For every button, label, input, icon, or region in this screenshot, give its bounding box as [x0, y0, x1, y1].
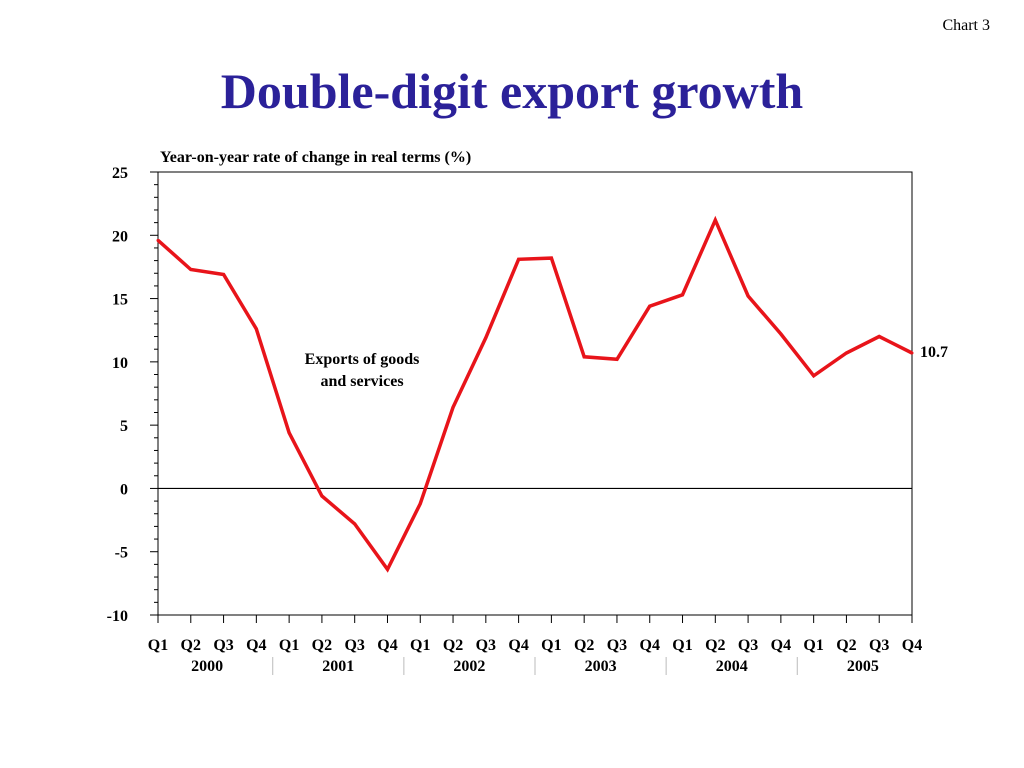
y-tick-label: 25 [112, 165, 128, 182]
x-tick-label: Q1 [279, 637, 299, 654]
x-tick-label: Q4 [902, 637, 922, 654]
x-tick-label: Q4 [640, 637, 660, 654]
x-tick-label: Q1 [148, 637, 168, 654]
series-annotation-line-1: Exports of goods [305, 351, 420, 368]
data-point [713, 218, 717, 222]
data-point [189, 267, 193, 271]
data-point [222, 273, 226, 277]
x-tick-label: Q3 [476, 637, 496, 654]
x-tick-label: Q2 [574, 637, 594, 654]
y-tick-label: 5 [120, 418, 128, 435]
data-point [910, 351, 914, 355]
data-point [615, 357, 619, 361]
year-label: 2004 [716, 658, 748, 675]
data-point [451, 405, 455, 409]
data-point [418, 502, 422, 506]
data-point [353, 522, 357, 526]
x-tick-label: Q3 [344, 637, 364, 654]
x-tick-label: Q1 [672, 637, 692, 654]
end-value-label: 10.7 [920, 344, 948, 361]
series-annotation-line-2: and services [320, 373, 403, 390]
data-point [484, 336, 488, 340]
x-tick-label: Q2 [705, 637, 725, 654]
x-tick-label: Q4 [771, 637, 791, 654]
data-point [844, 351, 848, 355]
y-tick-label: -5 [115, 545, 128, 562]
x-tick-label: Q3 [213, 637, 233, 654]
data-point [812, 374, 816, 378]
chart-subtitle: Year-on-year rate of change in real term… [160, 149, 471, 166]
year-labels: 2000 2001 2002 2003 2004 2005 [191, 657, 879, 675]
data-point [648, 304, 652, 308]
series-line [156, 215, 913, 573]
x-tick-label: Q1 [541, 637, 561, 654]
x-tick-label: Q4 [508, 637, 528, 654]
slide-title: Double-digit export growth [220, 63, 804, 119]
year-label: 2000 [191, 658, 223, 675]
data-point [877, 335, 881, 339]
x-tick-label: Q2 [181, 637, 201, 654]
y-tick-label: 20 [112, 228, 128, 245]
x-tick-label: Q2 [836, 637, 856, 654]
x-tick-label: Q4 [246, 637, 266, 654]
data-point [320, 494, 324, 498]
x-tick-label: Q3 [869, 637, 889, 654]
data-point [287, 431, 291, 435]
y-tick-label: 0 [120, 481, 128, 498]
data-point [156, 238, 160, 242]
chart-number-label: Chart 3 [942, 17, 990, 34]
year-label: 2002 [453, 658, 485, 675]
series-exports [156, 215, 914, 573]
year-label: 2003 [585, 658, 617, 675]
x-tick-label: Q2 [312, 637, 332, 654]
x-tick-label: Q4 [377, 637, 397, 654]
x-tick-label: Q1 [410, 637, 430, 654]
data-point [746, 294, 750, 298]
y-axis: 25 20 15 10 5 0 -5 -10 [107, 165, 158, 625]
data-point [549, 256, 553, 260]
x-tick-label: Q3 [738, 637, 758, 654]
data-point [517, 257, 521, 261]
data-point [779, 332, 783, 336]
x-tick-label: Q2 [443, 637, 463, 654]
y-minor-ticks [154, 184, 158, 603]
y-tick-label: 15 [112, 292, 128, 309]
plot-frame [157, 171, 913, 616]
data-point [582, 355, 586, 359]
data-point [385, 567, 389, 571]
x-axis: Q1 Q2 Q3 Q4 Q1 Q2 Q3 Q4 Q1 Q2 Q3 Q4 Q1 Q2 Q3 Q4 Q1 Q2 Q3 Q4… [148, 615, 922, 654]
year-label: 2001 [322, 658, 354, 675]
data-point [681, 293, 685, 297]
x-tick-label: Q1 [803, 637, 823, 654]
y-tick-label: 10 [112, 355, 128, 372]
x-tick-label: Q3 [607, 637, 627, 654]
year-label: 2005 [847, 658, 879, 675]
data-point [254, 327, 258, 331]
y-tick-label: -10 [107, 608, 128, 625]
